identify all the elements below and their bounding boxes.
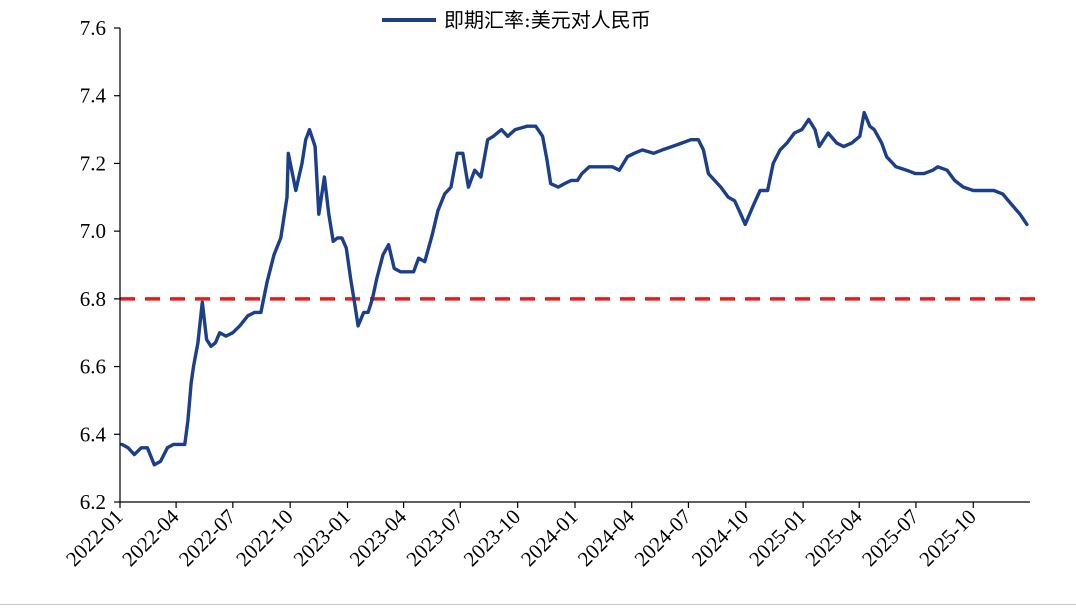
series-line-usd-cny — [120, 110, 1029, 467]
x-tick-label: 2024-04 — [573, 504, 640, 571]
y-tick-label: 7.0 — [80, 219, 106, 243]
x-tick-label: 2022-07 — [174, 505, 240, 571]
chart-legend: 即期汇率:美元对人民币 — [382, 8, 651, 32]
x-tick-label: 2023-01 — [289, 505, 355, 571]
bottom-divider — [0, 604, 1076, 605]
y-tick-label: 7.6 — [80, 16, 106, 40]
x-tick-label: 2024-01 — [516, 505, 582, 571]
x-tick-label: 2022-10 — [231, 505, 297, 571]
y-tick-label: 7.4 — [80, 84, 107, 108]
x-tick-label: 2025-10 — [914, 505, 980, 571]
x-tick-label: 2024-10 — [687, 505, 753, 571]
x-tick-label: 2022-04 — [117, 504, 184, 571]
y-tick-label: 6.4 — [80, 422, 107, 446]
series-layer — [120, 110, 1029, 467]
x-tick-label: 2024-07 — [630, 505, 696, 571]
x-tick-label: 2025-04 — [800, 504, 867, 571]
y-tick-label: 6.8 — [80, 287, 106, 311]
y-tick-label: 6.6 — [80, 355, 106, 379]
y-tick-label: 7.2 — [80, 151, 106, 175]
x-tick-label: 2023-07 — [401, 505, 467, 571]
x-tick-label: 2022-01 — [61, 505, 127, 571]
x-tick-labels: 2022-012022-042022-072022-102023-012023-… — [61, 504, 981, 571]
x-tick-label: 2023-04 — [345, 504, 412, 571]
y-tick-label: 6.2 — [80, 490, 106, 514]
legend-label: 即期汇率:美元对人民币 — [444, 8, 651, 32]
x-tick-label: 2025-07 — [857, 505, 923, 571]
y-tick-labels: 6.2 6.4 6.6 6.8 7.0 7.2 7.4 7.6 — [80, 16, 107, 514]
axes-layer — [114, 27, 1030, 508]
x-tick-label: 2023-10 — [459, 505, 525, 571]
x-tick-label: 2025-01 — [744, 505, 810, 571]
